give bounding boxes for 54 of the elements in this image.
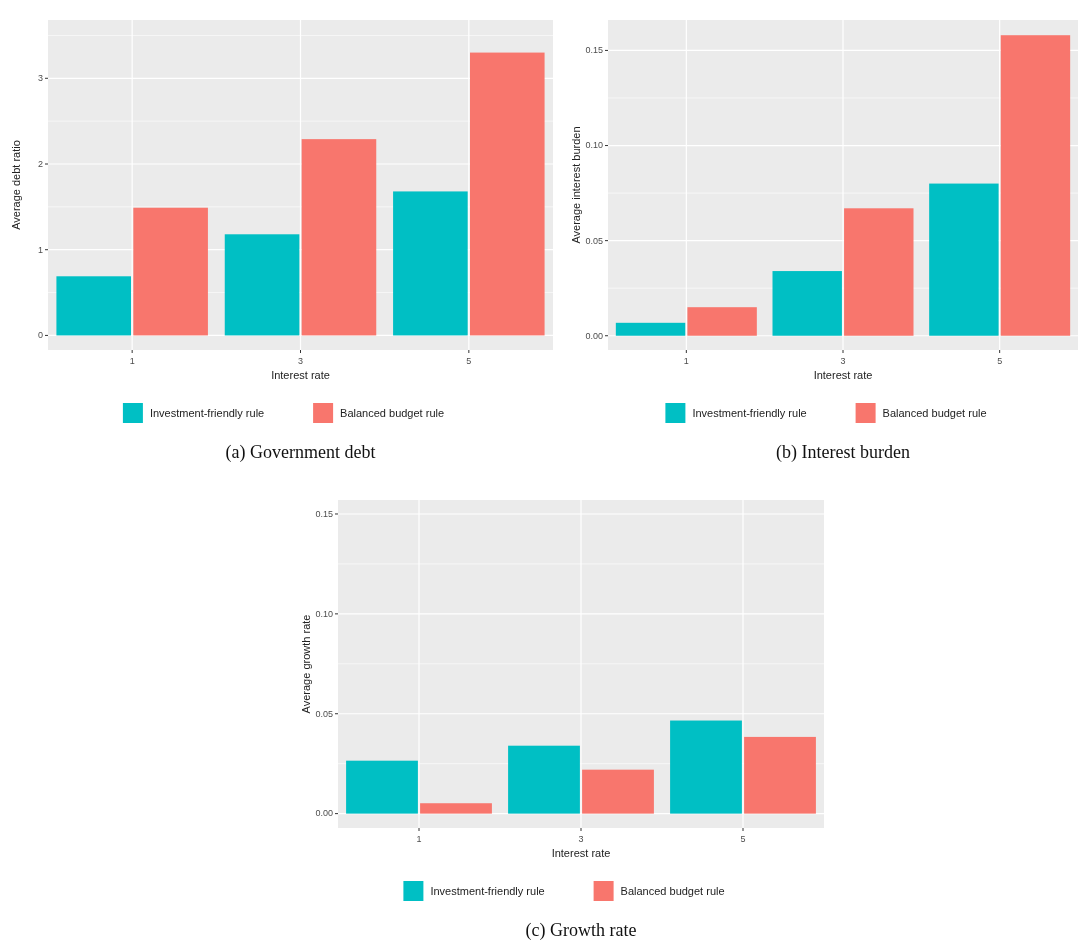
bar [1000, 35, 1071, 336]
y-axis-title: Average debt ratio [10, 140, 22, 230]
text: (b) Interest burden [776, 442, 910, 463]
bar [929, 183, 999, 336]
y-tick-label: 0.00 [585, 330, 603, 341]
bar [582, 769, 654, 814]
bar [508, 745, 580, 814]
bar [670, 720, 742, 814]
x-tick-label: 3 [840, 356, 846, 366]
x-tick-label: 1 [416, 834, 422, 844]
legend-label: Investment-friendly rule [692, 407, 807, 419]
x-tick-label: 5 [997, 356, 1003, 366]
y-tick-label: 0.15 [585, 45, 603, 56]
y-tick-label: 2 [37, 158, 43, 169]
y-tick-label: 0 [37, 330, 43, 341]
bar [615, 322, 686, 336]
bar [469, 52, 545, 336]
legend-label: Balanced budget rule [620, 885, 725, 897]
bar [772, 271, 842, 336]
legend-label: Balanced budget rule [882, 407, 987, 419]
x-tick-label: 1 [683, 356, 689, 366]
y-tick-label: 0.10 [315, 608, 333, 619]
y-tick-label: 3 [37, 73, 43, 84]
x-tick-label: 3 [297, 356, 304, 366]
text: (a) Government debt [225, 442, 376, 463]
bar [133, 207, 208, 336]
x-axis-title: Interest rate [551, 847, 611, 859]
x-tick-label: 1 [129, 356, 135, 366]
y-axis-title: Average growth rate [300, 614, 312, 714]
y-tick-label: 0.10 [585, 140, 603, 151]
bar [744, 736, 816, 814]
bar [393, 191, 468, 336]
y-tick-label: 0.05 [315, 708, 333, 719]
x-axis-title: Interest rate [813, 369, 873, 381]
bar [224, 234, 300, 336]
y-tick-label: 0.15 [315, 508, 333, 519]
y-tick-label: 0.00 [315, 808, 333, 819]
bar [346, 760, 418, 814]
legend-label: Investment-friendly rule [149, 407, 265, 419]
bar [687, 307, 757, 336]
x-tick-label: 5 [466, 356, 472, 366]
bar [301, 139, 377, 336]
y-tick-label: 1 [37, 244, 43, 255]
text: (c) Growth rate [525, 920, 637, 940]
bar [56, 276, 132, 336]
bar [420, 803, 492, 814]
x-axis-title: Interest rate [271, 369, 330, 381]
bar [844, 208, 914, 336]
x-tick-label: 3 [578, 834, 584, 844]
legend-label: Balanced budget rule [340, 407, 445, 419]
legend-label: Investment-friendly rule [430, 885, 545, 897]
y-tick-label: 0.05 [585, 235, 603, 246]
x-tick-label: 5 [740, 834, 746, 844]
y-axis-title: Average interest burden [570, 126, 582, 244]
